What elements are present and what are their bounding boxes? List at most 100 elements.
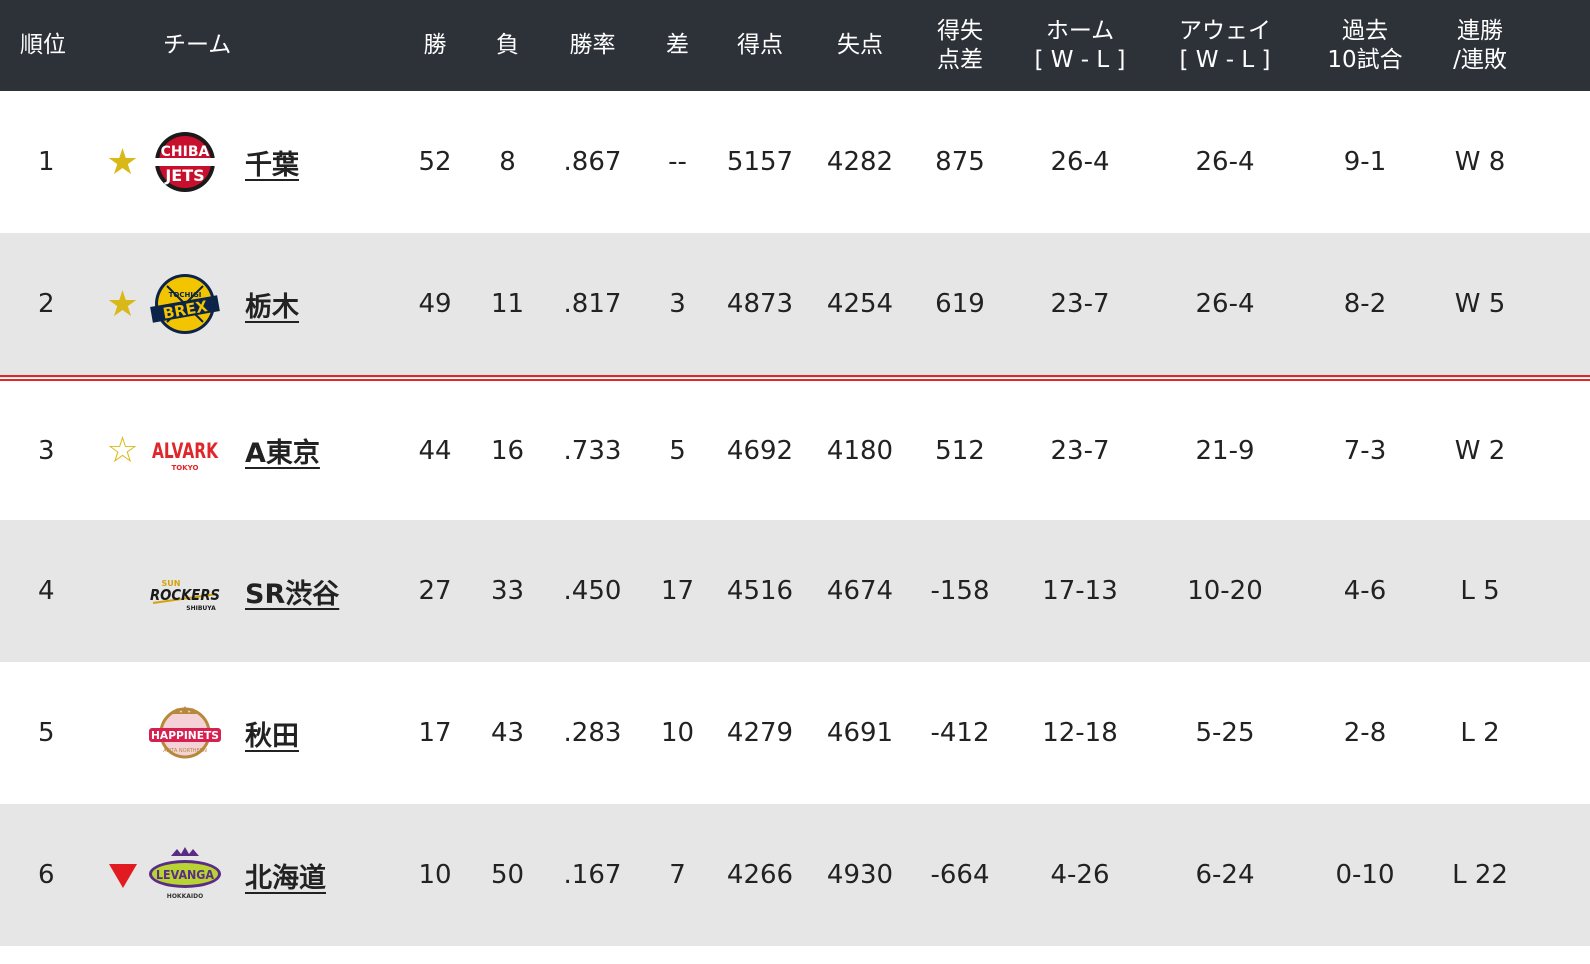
games-behind-cell: 3 [669, 289, 686, 319]
points-against-cell: 4930 [826, 860, 894, 890]
rank-cell: 5 [38, 718, 55, 748]
team-cell: CHIBA JETS 千葉 [145, 91, 395, 233]
point-diff-cell: -158 [930, 576, 990, 606]
team-name-link[interactable]: 千葉 [245, 149, 299, 181]
header-mark [100, 0, 145, 91]
points-for-cell: 4266 [726, 860, 794, 890]
pct-cell: .450 [563, 576, 622, 606]
team-name-link[interactable]: 栃木 [245, 291, 299, 323]
header-streak[interactable]: 連勝/連敗 [1453, 17, 1507, 73]
playoff-clinched-star-icon: ★ [106, 141, 139, 183]
point-diff-cell: 875 [935, 147, 985, 177]
losses-cell: 11 [490, 289, 525, 319]
home-record-cell: 17-13 [1042, 576, 1118, 606]
header-losses[interactable]: 負 [496, 32, 519, 58]
header-rank[interactable]: 順位 [20, 32, 66, 58]
last10-cell: 8-2 [1343, 289, 1387, 319]
sunrockers-shibuya-logo-icon: SUN ROCKERS SHIBUYA [150, 579, 220, 612]
streak-cell: L 22 [1452, 860, 1508, 890]
streak-cell: W 8 [1454, 147, 1506, 177]
team-logo[interactable]: SUN ROCKERS SHIBUYA [145, 555, 225, 627]
relegation-triangle-icon [108, 863, 137, 888]
team-logo[interactable]: CHIBA JETS [145, 126, 225, 198]
team-name-link[interactable]: A東京 [245, 438, 320, 469]
games-behind-cell: 17 [660, 576, 695, 606]
akita-happinets-logo-icon: HAPPINETS AKITA NORTHERN [149, 706, 221, 759]
team-cell: SUN ROCKERS SHIBUYA SR渋谷 [145, 520, 395, 662]
header-home[interactable]: ホーム[ W - L ] [1034, 17, 1126, 73]
levanga-hokkaido-logo-icon: LEVANGA HOKKAIDO [149, 847, 221, 900]
status-mark-cell: ★ [100, 233, 145, 378]
team-cell: LEVANGA HOKKAIDO 北海道 [145, 804, 395, 946]
svg-text:HOKKAIDO: HOKKAIDO [167, 893, 203, 900]
chiba-jets-logo-icon: CHIBA JETS [149, 132, 221, 192]
point-diff-cell: 512 [935, 435, 985, 466]
losses-cell: 16 [490, 435, 525, 466]
games-behind-cell: 5 [669, 435, 686, 466]
team-cell: TOCHIGI BREX 栃木 [145, 233, 395, 378]
streak-cell: W 2 [1454, 435, 1506, 466]
header-points-for[interactable]: 得点 [737, 32, 783, 58]
svg-text:SHIBUYA: SHIBUYA [186, 605, 216, 612]
pct-cell: .867 [563, 147, 622, 177]
header-pct[interactable]: 勝率 [569, 32, 616, 58]
team-name-link[interactable]: 北海道 [245, 862, 326, 894]
pct-cell: .817 [563, 289, 622, 319]
team-logo[interactable]: ALVARK TOKYO [145, 415, 225, 487]
team-cell: ALVARK TOKYO A東京 [145, 378, 395, 520]
games-behind-cell: 10 [660, 718, 695, 748]
spacer-cell [1530, 804, 1590, 946]
team-logo[interactable]: LEVANGA HOKKAIDO [145, 839, 225, 911]
pct-cell: .283 [563, 718, 622, 748]
svg-text:SUN: SUN [162, 579, 181, 588]
playoff-qualified-star-icon: ☆ [106, 430, 139, 471]
rank-cell: 1 [38, 147, 55, 177]
away-record-cell: 26-4 [1195, 289, 1255, 319]
away-record-cell: 6-24 [1195, 860, 1255, 890]
tochigi-brex-logo-icon: TOCHIGI BREX [150, 274, 220, 334]
rank-cell: 2 [38, 289, 55, 319]
games-behind-cell: -- [668, 147, 687, 177]
spacer-cell [1530, 520, 1590, 662]
svg-text:ROCKERS: ROCKERS [150, 586, 220, 604]
team-name-link[interactable]: SR渋谷 [245, 578, 340, 610]
table-row: 6 LEVANGA HOKKAIDO 北海道 10 50 .167 7 4266 4930 -… [0, 804, 1590, 946]
points-against-cell: 4180 [826, 435, 894, 466]
svg-text:TOKYO: TOKYO [172, 464, 199, 472]
points-against-cell: 4691 [826, 718, 894, 748]
losses-cell: 33 [490, 576, 525, 606]
status-mark-cell [100, 520, 145, 662]
last10-cell: 4-6 [1343, 576, 1387, 606]
status-mark-cell: ☆ [100, 378, 145, 520]
losses-cell: 8 [499, 147, 516, 177]
streak-cell: W 5 [1454, 289, 1506, 319]
spacer-cell [1530, 233, 1590, 378]
away-record-cell: 21-9 [1195, 435, 1255, 466]
wins-cell: 44 [418, 435, 452, 466]
svg-text:ALVARK: ALVARK [152, 439, 219, 463]
streak-cell: L 2 [1460, 718, 1500, 748]
streak-cell: L 5 [1460, 576, 1500, 606]
header-points-against[interactable]: 失点 [837, 32, 883, 58]
team-logo[interactable]: TOCHIGI BREX [145, 268, 225, 340]
team-logo[interactable]: HAPPINETS AKITA NORTHERN [145, 697, 225, 769]
points-for-cell: 4692 [726, 435, 794, 466]
last10-cell: 0-10 [1335, 860, 1395, 890]
header-point-diff[interactable]: 得失 点差 [937, 17, 983, 73]
points-for-cell: 4873 [726, 289, 794, 319]
header-away[interactable]: アウェイ[ W - L ] [1179, 17, 1271, 73]
losses-cell: 50 [490, 860, 525, 890]
status-mark-cell [100, 662, 145, 804]
header-spacer [1530, 0, 1590, 91]
header-gb[interactable]: 差 [666, 32, 689, 58]
header-wins[interactable]: 勝 [423, 32, 447, 58]
header-team[interactable]: チーム [163, 32, 232, 58]
status-mark-cell: ★ [100, 91, 145, 233]
points-for-cell: 4279 [726, 718, 794, 748]
header-last10[interactable]: 過去 10試合 [1327, 17, 1403, 73]
away-record-cell: 10-20 [1187, 576, 1263, 606]
home-record-cell: 23-7 [1050, 289, 1110, 319]
team-name-link[interactable]: 秋田 [245, 720, 299, 752]
svg-text:CHIBA: CHIBA [161, 144, 210, 160]
